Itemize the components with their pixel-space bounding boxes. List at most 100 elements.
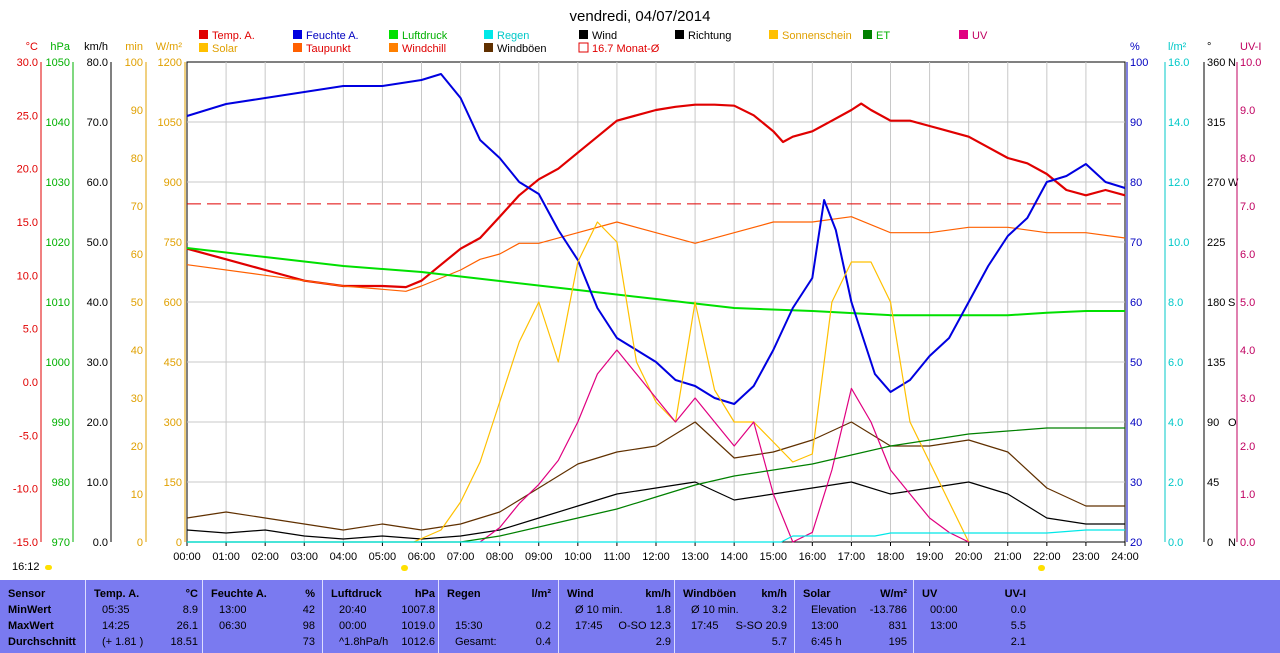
right-axis-tick: 8.0 [1168,297,1183,309]
left-axis-tick: 10.0 [17,270,38,282]
right-axis-tick: 8.0 [1240,153,1255,165]
left-axis-tick: 80.0 [87,57,108,69]
right-axis-unit: ° [1207,41,1211,53]
legend-swatch [578,42,589,53]
left-axis-unit: min [125,41,143,53]
group-time: 13:00 [930,620,958,632]
series-uv [479,349,969,543]
right-axis-tick: 100 [1130,57,1148,69]
left-axis-tick: 1030 [46,177,70,189]
series-layer [186,73,1126,543]
series-solar [413,221,970,543]
group-time: 13:00 [219,604,247,616]
legend-label: Temp. A. [212,30,255,42]
left-axis-tick: 10 [131,489,143,501]
left-axis-tick: 60.0 [87,177,108,189]
legend-label: Windchill [402,43,446,55]
table-separator [913,580,914,653]
left-axis-tick: 20.0 [17,164,38,176]
group-value: 5.5 [1010,620,1026,632]
x-tick-label: 13:00 [681,551,709,563]
left-axis-tick: 30.0 [87,357,108,369]
right-axis-unit: % [1130,41,1140,53]
left-axis-tick: 80 [131,153,143,165]
axes: 00:00 01:00 02:00 03:00 04:00 05:00 06:00 07:00… [13,41,1262,563]
compass-label: S [1228,297,1235,309]
left-axis-tick: 1040 [46,117,70,129]
group-value: 0.0 [1010,604,1026,616]
group-value: 1.8 [655,604,671,616]
left-axis-tick: 980 [52,477,70,489]
left-axis-tick: 150 [164,477,182,489]
legend-label: Taupunkt [306,43,351,55]
x-tick-label: 14:00 [720,551,748,563]
left-axis-tick: 990 [52,417,70,429]
series-wind [186,481,1125,540]
table-separator [674,580,675,653]
group-unit: km/h [761,588,787,600]
x-tick-label: 21:00 [994,551,1022,563]
left-axis-tick: 40 [131,345,143,357]
left-axis-tick: 0.0 [23,377,38,389]
group-unit: % [305,588,315,600]
right-axis-tick: 1.0 [1240,489,1255,501]
left-axis-tick: 970 [52,537,70,549]
group-value: 26.1 [176,620,198,632]
left-axis-tick: 50 [131,297,143,309]
group-value: 195 [888,636,907,648]
left-axis-tick: -5.0 [19,430,38,442]
left-axis-tick: 100 [125,57,143,69]
table-separator [558,580,559,653]
group-name: Wind [567,588,594,600]
right-axis-tick: 6.0 [1168,357,1183,369]
right-axis-tick: 360 [1207,57,1225,69]
group-time: Elevation [811,604,857,616]
group-time: 17:45 [575,620,603,632]
legend-label: Regen [497,30,529,42]
table-separator [438,580,439,653]
compass-label: N [1228,57,1236,69]
left-axis-unit: °C [26,41,38,53]
sunrise-icon [401,565,408,571]
group-value: 1012.6 [401,636,435,648]
group-value: -13.786 [869,604,907,616]
group-value: O-SO 12.3 [618,620,671,632]
left-axis-tick: 0 [176,537,182,549]
group-time: Gesamt: [455,636,497,648]
statistics-table: Sensor MinWert MaxWert Durchschnitt Temp. A.… [0,580,1280,653]
row-label: Sensor [8,588,46,600]
right-axis-tick: 315 [1207,117,1225,129]
group-unit: hPa [414,588,435,600]
group-value: 1019.0 [401,620,435,632]
right-axis-tick: 10.0 [1168,237,1189,249]
right-axis-tick: 14.0 [1168,117,1189,129]
legend-swatch [484,30,493,39]
x-tick-label: 12:00 [642,551,670,563]
series-luftdruck [186,247,1125,317]
left-axis-tick: 750 [164,237,182,249]
right-axis-tick: 80 [1130,177,1142,189]
group-value: 831 [888,620,907,632]
right-axis-tick: 6.0 [1240,249,1255,261]
group-value: S-SO 20.9 [735,620,787,632]
right-axis-unit: UV-I [1240,41,1261,53]
group-name: Luftdruck [331,588,382,600]
x-tick-label: 18:00 [877,551,905,563]
legend-label: Sonnenschein [782,30,852,42]
left-axis-tick: 1000 [46,357,70,369]
legend-swatch [675,30,684,39]
group-unit: l/m² [531,588,551,600]
legend-label: Windböen [497,43,547,55]
right-axis-tick: 3.0 [1240,393,1255,405]
left-axis-unit: W/m² [156,41,183,53]
left-axis-tick: 40.0 [87,297,108,309]
group-value: 5.7 [771,636,787,648]
table-separator [85,580,86,653]
weather-chart: 00:00 01:00 02:00 03:00 04:00 05:00 06:00 07:00… [13,8,1262,563]
group-unit: W/m² [880,588,907,600]
table-separator [322,580,323,653]
left-axis-tick: 70 [131,201,143,213]
left-axis-tick: 5.0 [23,324,38,336]
left-axis-tick: 15.0 [17,217,38,229]
group-name: Solar [803,588,831,600]
